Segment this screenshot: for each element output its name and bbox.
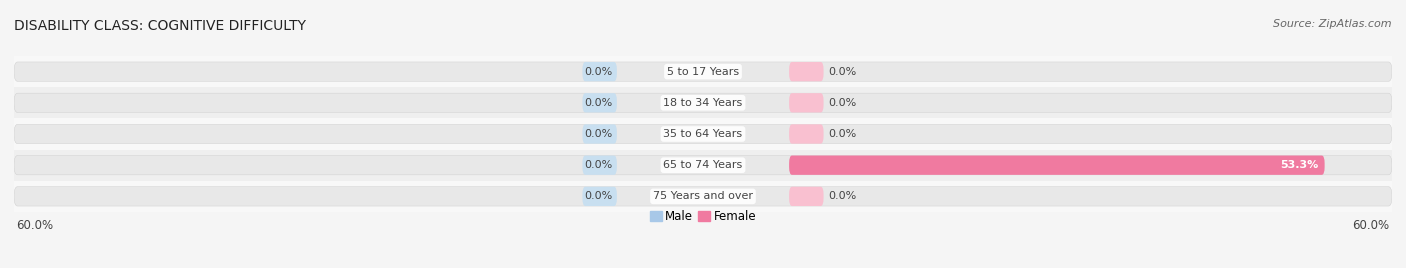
Text: 0.0%: 0.0% bbox=[583, 98, 612, 108]
Text: 65 to 74 Years: 65 to 74 Years bbox=[664, 160, 742, 170]
FancyBboxPatch shape bbox=[14, 93, 1392, 113]
FancyBboxPatch shape bbox=[582, 187, 617, 206]
FancyBboxPatch shape bbox=[789, 124, 824, 144]
Text: 0.0%: 0.0% bbox=[828, 98, 856, 108]
FancyBboxPatch shape bbox=[14, 62, 1392, 81]
FancyBboxPatch shape bbox=[14, 155, 1392, 175]
Text: 0.0%: 0.0% bbox=[828, 191, 856, 201]
Text: 75 Years and over: 75 Years and over bbox=[652, 191, 754, 201]
FancyBboxPatch shape bbox=[789, 187, 824, 206]
Text: 0.0%: 0.0% bbox=[828, 129, 856, 139]
Text: 60.0%: 60.0% bbox=[1353, 219, 1389, 232]
FancyBboxPatch shape bbox=[582, 93, 617, 113]
Text: 0.0%: 0.0% bbox=[583, 67, 612, 77]
Text: 5 to 17 Years: 5 to 17 Years bbox=[666, 67, 740, 77]
Bar bbox=[14, 118, 1392, 150]
Text: 18 to 34 Years: 18 to 34 Years bbox=[664, 98, 742, 108]
Text: 0.0%: 0.0% bbox=[828, 67, 856, 77]
Bar bbox=[14, 181, 1392, 212]
Text: 0.0%: 0.0% bbox=[583, 160, 612, 170]
Bar bbox=[14, 87, 1392, 118]
FancyBboxPatch shape bbox=[582, 155, 617, 175]
FancyBboxPatch shape bbox=[582, 62, 617, 81]
Bar bbox=[14, 56, 1392, 87]
Text: 35 to 64 Years: 35 to 64 Years bbox=[664, 129, 742, 139]
Legend: Male, Female: Male, Female bbox=[645, 205, 761, 228]
FancyBboxPatch shape bbox=[789, 93, 824, 113]
FancyBboxPatch shape bbox=[789, 62, 824, 81]
Text: 60.0%: 60.0% bbox=[17, 219, 53, 232]
Bar bbox=[14, 150, 1392, 181]
FancyBboxPatch shape bbox=[582, 124, 617, 144]
Text: Source: ZipAtlas.com: Source: ZipAtlas.com bbox=[1274, 19, 1392, 29]
FancyBboxPatch shape bbox=[789, 155, 1324, 175]
Text: 53.3%: 53.3% bbox=[1281, 160, 1319, 170]
Text: DISABILITY CLASS: COGNITIVE DIFFICULTY: DISABILITY CLASS: COGNITIVE DIFFICULTY bbox=[14, 19, 307, 33]
Text: 0.0%: 0.0% bbox=[583, 191, 612, 201]
FancyBboxPatch shape bbox=[14, 187, 1392, 206]
Text: 0.0%: 0.0% bbox=[583, 129, 612, 139]
FancyBboxPatch shape bbox=[14, 124, 1392, 144]
